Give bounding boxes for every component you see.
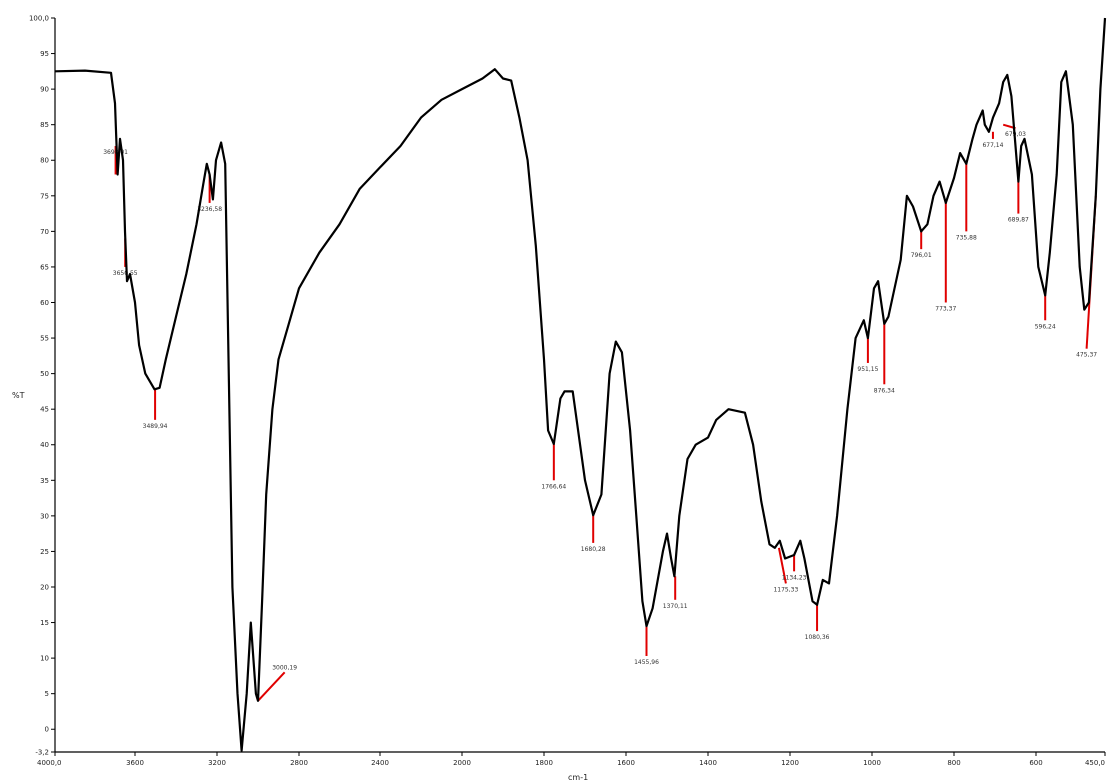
x-tick-label: 2400 <box>371 759 389 767</box>
peak-label: 951,15 <box>857 366 878 373</box>
peak-label: 475,37 <box>1076 352 1097 359</box>
y-tick-label: -3,2 <box>35 749 49 757</box>
peak-marker-line <box>257 671 286 702</box>
x-tick-label: 1200 <box>781 759 799 767</box>
y-tick-label: 30 <box>40 512 49 520</box>
peak-label: 3489,94 <box>143 423 168 430</box>
peak-label: 3650,55 <box>113 270 138 277</box>
x-tick-label: 1400 <box>699 759 717 767</box>
y-tick-label: 15 <box>40 619 49 627</box>
peak-label: 3698,01 <box>103 149 128 156</box>
peak-label: 1680,28 <box>581 546 606 553</box>
peak-label: 1134,23 <box>782 574 807 581</box>
y-tick-label: 65 <box>40 263 49 271</box>
x-axis-title: cm-1 <box>568 773 588 782</box>
y-tick-label: 95 <box>40 50 49 58</box>
y-tick-label: 85 <box>40 121 49 129</box>
x-tick-label: 1600 <box>617 759 635 767</box>
peak-markers: 3698,01 3650,55 3489,94 3236,58 3000,19 1766,… <box>103 123 1097 702</box>
y-tick-label: 25 <box>40 548 49 556</box>
y-tick-label: 5 <box>45 690 49 698</box>
y-tick-label: 90 <box>40 86 49 94</box>
y-tick-label: 100,0 <box>29 15 49 23</box>
peak-label: 1370,11 <box>663 603 688 610</box>
y-tick-label: 60 <box>40 299 49 307</box>
y-tick-label: 0 <box>45 726 49 734</box>
peak-label: 1766,64 <box>541 483 566 490</box>
ticks: -3,2 0 5 10 15 20 25 30 35 40 45 50 55 60 65 70 75 80 85 90… <box>29 15 1106 767</box>
x-tick-label: 3600 <box>126 759 144 767</box>
peak-label: 689,87 <box>1008 217 1029 224</box>
y-tick-label: 75 <box>40 192 49 200</box>
x-tick-label: 1800 <box>535 759 553 767</box>
y-axis-title: %T <box>12 391 25 400</box>
y-tick-label: 55 <box>40 335 49 343</box>
peak-marker-line <box>777 547 787 584</box>
y-tick-label: 10 <box>40 655 49 663</box>
x-tick-label: 1000 <box>863 759 881 767</box>
peak-label: 677,14 <box>982 142 1003 149</box>
y-tick-label: 35 <box>40 477 49 485</box>
peak-label: 1455,96 <box>634 659 659 666</box>
peak-label: 1175,33 <box>773 586 798 593</box>
y-tick-label: 45 <box>40 406 49 414</box>
peak-label: 3236,58 <box>197 206 222 213</box>
peak-label: 735,88 <box>956 234 977 241</box>
y-tick-label: 80 <box>40 157 49 165</box>
x-tick-label: 2000 <box>453 759 471 767</box>
peak-label: 796,01 <box>911 252 932 259</box>
y-tick-label: 40 <box>40 441 49 449</box>
x-tick-label: 800 <box>947 759 960 767</box>
peak-label: 1080,36 <box>805 634 830 641</box>
peak-label: 876,34 <box>874 387 895 394</box>
y-tick-label: 50 <box>40 370 49 378</box>
peak-label: 773,37 <box>935 305 956 312</box>
peak-label: 3000,19 <box>272 664 297 671</box>
y-tick-label: 70 <box>40 228 49 236</box>
x-tick-label: 600 <box>1029 759 1042 767</box>
x-tick-label: 4000,0 <box>37 759 62 767</box>
axes <box>54 18 1105 753</box>
peak-label: 596,24 <box>1035 323 1056 330</box>
x-tick-label: 3200 <box>208 759 226 767</box>
x-tick-label: 2800 <box>290 759 308 767</box>
x-tick-label: 450,0 <box>1085 759 1105 767</box>
spectrum-line <box>54 17 1107 752</box>
y-tick-label: 20 <box>40 583 49 591</box>
